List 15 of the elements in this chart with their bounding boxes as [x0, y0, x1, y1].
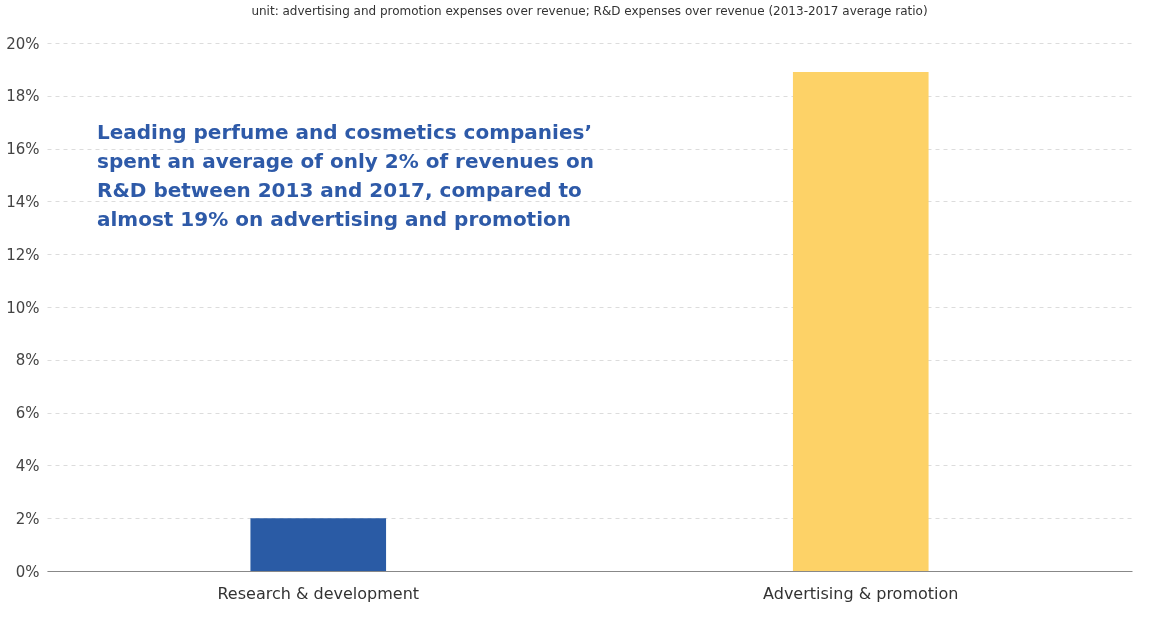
y-tick-label: 4%: [15, 456, 40, 475]
y-tick-label: 2%: [15, 509, 40, 528]
y-tick-label: 6%: [15, 404, 40, 423]
y-tick-label: 20%: [6, 34, 40, 53]
y-tick-label: 18%: [6, 87, 40, 106]
y-tick-label: 8%: [15, 351, 40, 370]
annotation: Leading perfume and cosmetics companies’ spent an average of only 2% of revenues on R&D between 2013 and 2017, compared to almost 19% on advertising and promotion: [97, 120, 595, 231]
y-tick-label: 12%: [6, 245, 40, 264]
y-tick-label: 0%: [15, 562, 40, 581]
chart-subtitle: unit: advertising and promotion expenses over revenue; R&D expenses over revenue (2013-2017 average ratio): [251, 4, 928, 18]
y-tick-label: 14%: [6, 192, 40, 211]
y-tick-label: 10%: [6, 298, 40, 317]
y-tick-label: 16%: [6, 140, 40, 159]
x-tick-label: Research & development: [217, 583, 420, 603]
x-tick-label: Advertising & promotion: [763, 583, 959, 603]
